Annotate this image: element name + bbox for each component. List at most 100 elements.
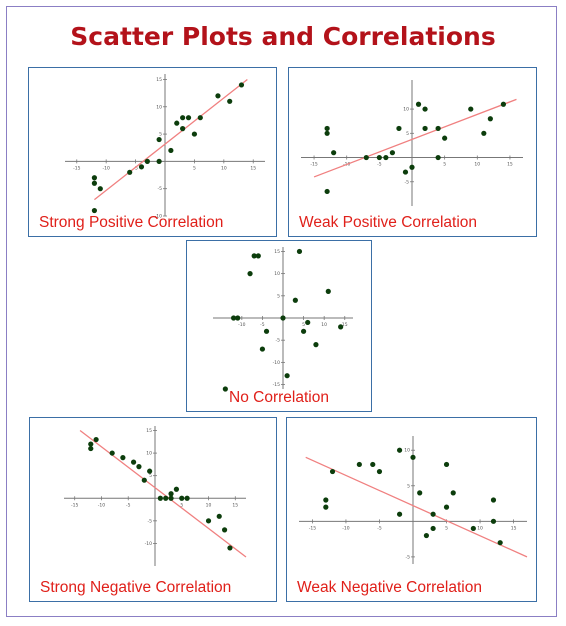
data-point xyxy=(323,504,329,510)
caption-no-correlation: No Correlation xyxy=(229,389,329,406)
scatter-panel-strong-positive: -15 -10 -5 5 10 15 -10 -5 5 10 15 Strong Positive … xyxy=(28,67,277,237)
data-point xyxy=(191,131,198,137)
y-tick-label: -5 xyxy=(406,554,411,560)
data-point xyxy=(180,115,186,121)
data-point xyxy=(324,188,330,195)
data-point xyxy=(430,525,436,532)
data-point xyxy=(91,175,98,181)
scatter-panel-weak-negative: -15 -10 -5 5 10 15 -5 5 10 Weak Negative Correla… xyxy=(286,417,537,602)
data-point xyxy=(376,468,383,475)
data-point xyxy=(230,315,237,321)
data-point xyxy=(338,324,344,330)
data-point xyxy=(370,461,376,468)
data-point xyxy=(497,540,503,546)
data-point xyxy=(389,150,396,156)
data-point xyxy=(168,491,174,497)
data-point xyxy=(363,154,369,161)
scatter-plot-no-correlation: -10 -5 5 10 15 -15 -10 -5 5 10 15 xyxy=(213,247,353,392)
data-point xyxy=(324,125,330,132)
data-point xyxy=(91,180,98,186)
data-point xyxy=(443,504,450,510)
data-point xyxy=(376,154,382,161)
data-point xyxy=(163,495,169,501)
y-tick-label: 15 xyxy=(146,428,152,434)
data-point xyxy=(184,495,190,501)
data-point xyxy=(173,486,180,492)
x-tick-label: 5 xyxy=(180,502,183,508)
data-point xyxy=(396,511,403,517)
data-point xyxy=(292,297,298,303)
scatter-plot-weak-negative: -15 -10 -5 5 10 15 -5 5 10 xyxy=(299,436,528,564)
y-tick-label: 10 xyxy=(403,107,409,113)
data-point xyxy=(179,495,185,501)
data-point xyxy=(487,116,493,122)
data-point xyxy=(396,125,402,132)
y-tick-label: -5 xyxy=(405,179,410,185)
data-point xyxy=(435,154,441,161)
x-tick-label: 5 xyxy=(445,525,448,531)
y-tick-label: 10 xyxy=(274,271,280,277)
data-point xyxy=(138,164,145,170)
x-tick-label: -5 xyxy=(377,525,382,531)
data-point xyxy=(325,288,331,294)
y-tick-label: -5 xyxy=(158,186,163,192)
trend-line xyxy=(79,429,247,558)
data-point xyxy=(356,461,362,468)
data-point xyxy=(205,518,212,524)
y-tick-label: 10 xyxy=(156,104,162,110)
data-point xyxy=(251,253,257,259)
data-point xyxy=(263,328,270,334)
data-point xyxy=(329,468,336,475)
data-point xyxy=(423,532,430,539)
x-tick-label: 5 xyxy=(302,322,305,328)
data-point xyxy=(130,459,137,465)
data-point xyxy=(490,497,497,503)
data-point xyxy=(144,158,150,164)
data-point xyxy=(174,120,180,126)
x-tick-label: 10 xyxy=(474,162,480,168)
y-tick-label: 5 xyxy=(277,293,280,299)
data-point xyxy=(259,346,266,352)
x-tick-label: -15 xyxy=(73,165,80,171)
caption-strong-negative: Strong Negative Correlation xyxy=(40,579,232,596)
data-point xyxy=(500,101,507,107)
data-point xyxy=(109,450,115,456)
x-tick-label: -10 xyxy=(342,525,349,531)
data-point xyxy=(238,82,245,88)
y-tick-label: -5 xyxy=(276,338,281,344)
data-point xyxy=(120,455,126,461)
y-tick-label: 5 xyxy=(149,473,152,479)
data-point xyxy=(156,136,162,143)
data-point xyxy=(402,169,409,175)
data-point xyxy=(247,271,253,277)
data-point xyxy=(222,386,228,392)
data-point xyxy=(157,495,163,501)
x-tick-label: 15 xyxy=(507,162,513,168)
trend-line xyxy=(313,98,517,178)
data-point xyxy=(468,106,474,112)
data-point xyxy=(409,164,415,170)
data-point xyxy=(481,130,487,136)
x-tick-label: 15 xyxy=(232,502,238,508)
x-tick-label: 15 xyxy=(342,322,348,328)
data-point xyxy=(490,518,497,524)
data-point xyxy=(180,126,186,132)
data-point xyxy=(88,441,94,447)
y-tick-label: 10 xyxy=(146,451,152,457)
data-point xyxy=(305,319,311,326)
trend-line xyxy=(94,78,248,201)
data-point xyxy=(91,207,98,214)
caption-strong-positive: Strong Positive Correlation xyxy=(39,214,224,231)
y-tick-label: 15 xyxy=(156,77,162,83)
data-point xyxy=(216,513,222,519)
x-tick-label: -5 xyxy=(260,322,265,328)
data-point xyxy=(323,497,329,503)
data-point xyxy=(235,315,241,321)
data-point xyxy=(280,315,286,321)
scatter-plot-strong-negative: -15 -10 -5 5 10 15 -10 -5 5 10 15 xyxy=(64,426,247,566)
x-tick-label: -5 xyxy=(133,165,138,171)
data-point xyxy=(443,461,450,468)
x-tick-label: -15 xyxy=(309,525,316,531)
y-tick-label: -15 xyxy=(273,382,280,388)
